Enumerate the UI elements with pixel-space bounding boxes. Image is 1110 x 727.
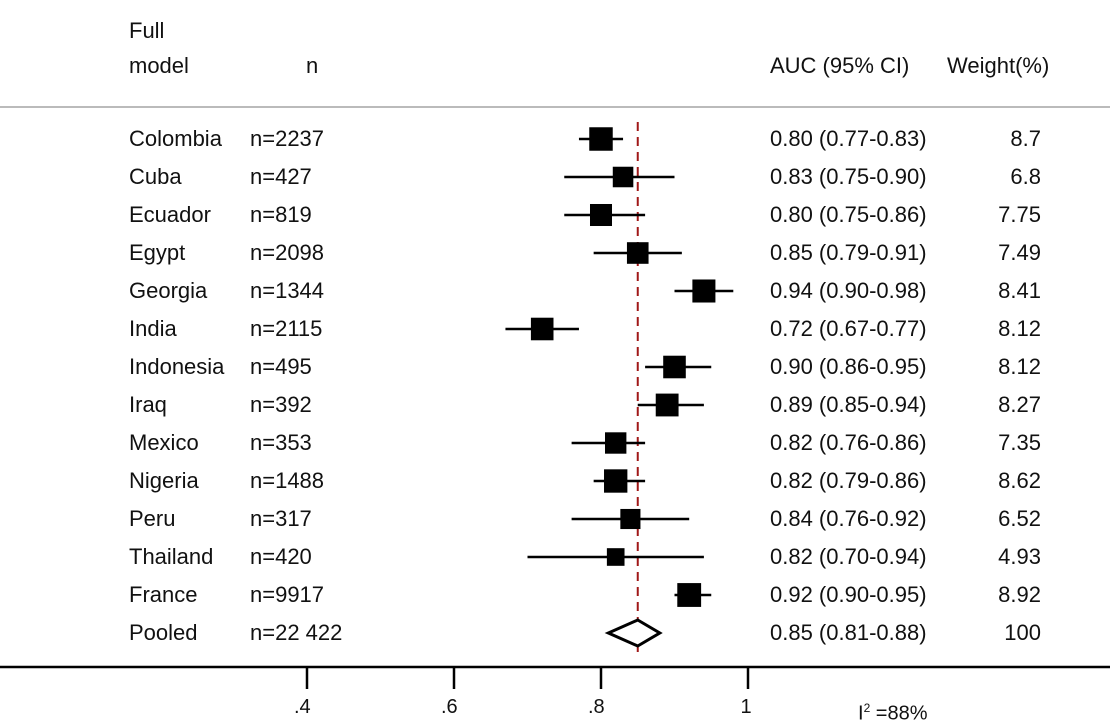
estimate-marker <box>605 432 627 454</box>
row-weight: 8.27 <box>998 392 1041 417</box>
row-n: n=353 <box>250 430 312 455</box>
row-auc-ci: 0.82 (0.79-0.86) <box>770 468 927 493</box>
estimate-marker <box>606 548 625 566</box>
x-tick-label: .4 <box>294 696 311 718</box>
row-weight: 8.62 <box>998 468 1041 493</box>
row-country: Ecuador <box>129 202 211 227</box>
heterogeneity-label: I2 =88% <box>858 701 928 726</box>
row-country: Georgia <box>129 278 208 303</box>
row-country: Nigeria <box>129 468 199 493</box>
row-weight: 6.8 <box>1010 164 1041 189</box>
row-weight: 8.12 <box>998 316 1041 341</box>
row-weight: 4.93 <box>998 544 1041 569</box>
header-full: Full <box>129 18 165 43</box>
heterogeneity-prefix: I <box>858 702 864 725</box>
row-country: Cuba <box>129 164 182 189</box>
x-tick-label: .8 <box>588 696 605 718</box>
estimate-marker <box>530 317 554 341</box>
estimate-marker <box>626 242 649 264</box>
estimate-marker <box>612 166 634 188</box>
row-n: n=2237 <box>250 126 325 151</box>
row-auc-ci: 0.80 (0.75-0.86) <box>770 202 927 227</box>
estimate-marker <box>663 355 686 379</box>
row-n: n=317 <box>250 506 312 531</box>
estimate-marker <box>655 393 679 417</box>
row-n: n=1488 <box>250 468 325 493</box>
estimate-marker <box>604 469 628 493</box>
x-tick-label: 1 <box>740 696 752 718</box>
row-auc-ci: 0.80 (0.77-0.83) <box>770 126 927 151</box>
row-n: n=392 <box>250 392 312 417</box>
row-auc-ci: 0.94 (0.90-0.98) <box>770 278 927 303</box>
row-weight: 7.35 <box>998 430 1041 455</box>
row-weight: 8.41 <box>998 278 1041 303</box>
estimate-marker <box>589 127 613 151</box>
row-n: n=22 422 <box>250 620 343 645</box>
header-model: model <box>129 53 189 78</box>
row-weight: 7.75 <box>998 202 1041 227</box>
row-n: n=495 <box>250 354 312 379</box>
estimate-marker <box>620 508 641 530</box>
row-auc-ci: 0.72 (0.67-0.77) <box>770 316 927 341</box>
row-weight: 8.92 <box>998 582 1041 607</box>
row-country: Egypt <box>129 240 186 265</box>
estimate-marker <box>589 203 613 227</box>
row-country: Mexico <box>129 430 199 455</box>
row-country: Pooled <box>129 620 198 645</box>
header-auc: AUC (95% CI) <box>770 53 910 78</box>
heterogeneity-value: =88% <box>870 702 928 725</box>
row-n: n=1344 <box>250 278 325 303</box>
row-n: n=9917 <box>250 582 325 607</box>
row-weight: 7.49 <box>998 240 1041 265</box>
row-auc-ci: 0.90 (0.86-0.95) <box>770 354 927 379</box>
row-country: Indonesia <box>129 354 225 379</box>
row-auc-ci: 0.85 (0.81-0.88) <box>770 620 927 645</box>
estimate-marker <box>692 279 716 303</box>
row-country: Thailand <box>129 544 214 569</box>
row-n: n=427 <box>250 164 312 189</box>
row-n: n=2115 <box>250 316 323 341</box>
row-weight: 100 <box>1004 620 1041 645</box>
estimate-marker <box>677 583 702 607</box>
row-auc-ci: 0.84 (0.76-0.92) <box>770 506 927 531</box>
row-n: n=819 <box>250 202 312 227</box>
pooled-diamond <box>604 618 663 648</box>
row-country: India <box>129 316 177 341</box>
row-country: Iraq <box>129 392 167 417</box>
heterogeneity-sup: 2 <box>863 701 871 715</box>
header-n: n <box>306 53 319 78</box>
row-auc-ci: 0.85 (0.79-0.91) <box>770 240 927 265</box>
row-weight: 6.52 <box>998 506 1041 531</box>
row-country: Peru <box>129 506 176 531</box>
header-weight: Weight(%) <box>947 53 1050 78</box>
row-n: n=420 <box>250 544 312 569</box>
row-n: n=2098 <box>250 240 325 265</box>
row-weight: 8.12 <box>998 354 1041 379</box>
row-auc-ci: 0.89 (0.85-0.94) <box>770 392 927 417</box>
row-weight: 8.7 <box>1010 126 1041 151</box>
row-auc-ci: 0.83 (0.75-0.90) <box>770 164 927 189</box>
row-country: France <box>129 582 198 607</box>
row-auc-ci: 0.82 (0.76-0.86) <box>770 430 927 455</box>
x-tick-label: .6 <box>441 696 458 718</box>
row-auc-ci: 0.82 (0.70-0.94) <box>770 544 927 569</box>
row-country: Colombia <box>129 126 222 151</box>
row-auc-ci: 0.92 (0.90-0.95) <box>770 582 927 607</box>
